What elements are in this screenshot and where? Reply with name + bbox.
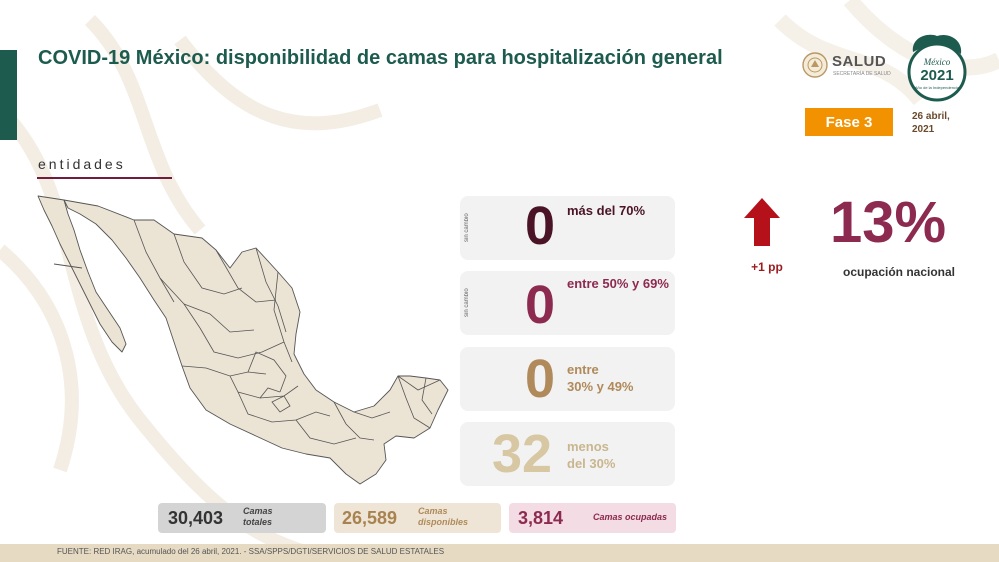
beds-available-box: 26,589 Camas disponibles bbox=[334, 503, 501, 533]
map-baja-california bbox=[37, 195, 127, 353]
range-count: 0 bbox=[524, 349, 556, 409]
map-border-durango bbox=[183, 303, 255, 333]
beds-total-value: 30,403 bbox=[168, 508, 224, 528]
beds-total-box: 30,403 Camas totales bbox=[158, 503, 326, 533]
range-side-note: sin cambio bbox=[464, 288, 470, 318]
occupancy-change: +1 pp bbox=[751, 260, 783, 274]
eagle-seal-icon bbox=[802, 52, 828, 78]
salud-logo: SALUD SECRETARÍA DE SALUD bbox=[802, 50, 896, 80]
map-border-zacatecas bbox=[199, 327, 285, 359]
beds-total-label: Camas totales bbox=[243, 506, 273, 527]
map-border-chihuahua bbox=[173, 233, 243, 295]
range-card-above-70: sin cambio 0 más del 70% bbox=[460, 196, 675, 260]
range-count: 0 bbox=[524, 196, 556, 256]
map-border-quintana-roo bbox=[421, 377, 433, 415]
range-label: más del 70% bbox=[567, 203, 646, 218]
section-underline bbox=[37, 177, 172, 179]
range-label: menos del 30% bbox=[567, 439, 616, 471]
footer-source: FUENTE: RED IRAG, acumulado del 26 abril… bbox=[57, 547, 445, 556]
arrow-up-icon bbox=[744, 198, 780, 246]
salud-logo-word: SALUD bbox=[832, 53, 887, 70]
national-occupancy-label: ocupación nacional bbox=[843, 265, 956, 279]
mexico-states-map bbox=[37, 195, 449, 485]
range-card-50-69: sin cambio 0 entre 50% y 69% bbox=[460, 271, 675, 335]
beds-occupied-box: 3,814 Camas ocupadas bbox=[509, 503, 676, 533]
section-label: entidades bbox=[38, 156, 126, 172]
map-border-tabasco bbox=[353, 411, 391, 419]
footer-bar bbox=[0, 544, 999, 562]
map-border-coahuila bbox=[215, 249, 277, 303]
left-accent-bar bbox=[0, 50, 17, 140]
phase-badge: Fase 3 bbox=[805, 108, 893, 136]
page-title: COVID-19 México: disponibilidad de camas… bbox=[38, 47, 723, 69]
map-border-chiapas bbox=[333, 401, 375, 441]
range-side-note: sin cambio bbox=[464, 213, 470, 243]
salud-logo-subtitle: SECRETARÍA DE SALUD bbox=[833, 71, 891, 77]
beds-available-label: Camas disponibles bbox=[418, 506, 469, 527]
emblem-year: 2021 bbox=[920, 67, 953, 84]
map-baja-division bbox=[53, 263, 83, 269]
range-count: 32 bbox=[491, 424, 553, 484]
national-occupancy-value: 13% bbox=[830, 190, 947, 255]
beds-available-value: 26,589 bbox=[342, 508, 398, 528]
range-label: entre 50% y 69% bbox=[567, 276, 669, 291]
mexico-2021-emblem: México 2021 Año de la Independencia bbox=[907, 34, 967, 102]
emblem-line1: México bbox=[923, 57, 951, 67]
map-mainland bbox=[63, 199, 449, 485]
map-border-yucatan bbox=[397, 375, 431, 429]
map-border-south bbox=[237, 391, 331, 423]
map-border-oaxaca bbox=[295, 419, 357, 445]
range-count: 0 bbox=[524, 275, 556, 335]
map-border-campeche bbox=[397, 375, 441, 391]
map-border-bajio bbox=[247, 351, 287, 393]
map-border-sonora bbox=[133, 219, 175, 303]
map-border-tamaulipas bbox=[273, 271, 293, 363]
range-card-30-49: 0 entre 30% y 49% bbox=[460, 347, 675, 411]
beds-occupied-value: 3,814 bbox=[518, 508, 564, 528]
range-card-below-30: 32 menos del 30% bbox=[460, 422, 675, 486]
range-label: entre 30% y 49% bbox=[567, 362, 634, 394]
map-border-small-states bbox=[259, 387, 291, 413]
date-label: 26 abril, 2021 bbox=[912, 110, 982, 136]
date-line-2: 2021 bbox=[912, 124, 935, 135]
map-border-nuevo-leon bbox=[255, 247, 287, 333]
date-line-1: 26 abril, bbox=[912, 111, 950, 122]
beds-occupied-label: Camas ocupadas bbox=[593, 512, 668, 522]
emblem-line3: Año de la Independencia bbox=[915, 85, 960, 90]
